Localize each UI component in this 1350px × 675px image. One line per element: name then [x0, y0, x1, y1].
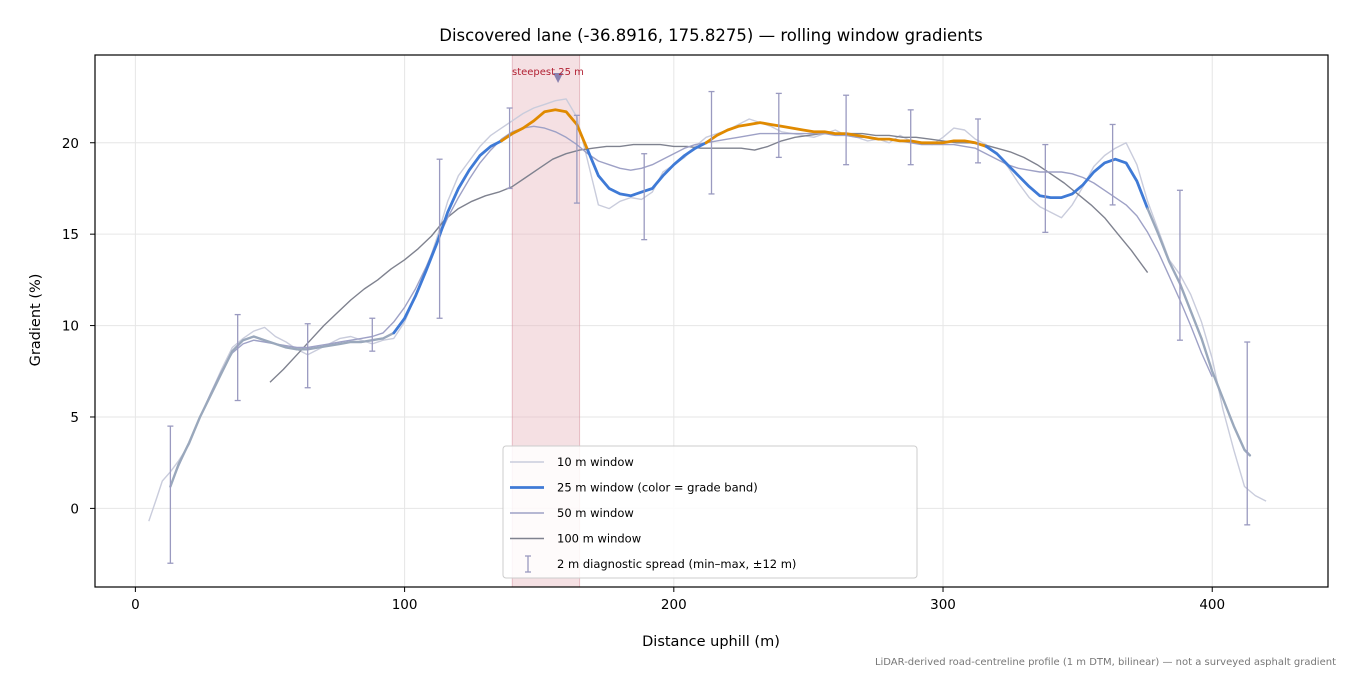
series-25m-segment [1146, 207, 1252, 457]
y-tick-label: 10 [62, 319, 79, 335]
x-tick-label: 300 [930, 597, 956, 613]
x-tick-label: 400 [1199, 597, 1225, 613]
chart-title: Discovered lane (-36.8916, 175.8275) — r… [439, 26, 982, 45]
series-25m-segment [392, 139, 503, 335]
steepest-label: steepest 25 m [512, 67, 584, 78]
y-tick-label: 20 [62, 136, 79, 152]
y-tick-label: 5 [70, 410, 79, 426]
legend-label-w25: 25 m window (color = grade band) [557, 481, 758, 495]
series-50m-line [169, 125, 1213, 487]
x-tick-label: 200 [661, 597, 687, 613]
plot-area: steepest 25 m 0 100 200 300 400 0 5 10 15 20 10 m w… [62, 54, 1329, 613]
legend-label-w100: 100 m window [557, 532, 641, 546]
series-25m-segment [586, 141, 708, 198]
series-25m-segment [500, 108, 590, 152]
axes-frame [94, 54, 1329, 588]
footnote: LiDAR-derived road-centreline profile (1… [875, 657, 1336, 668]
legend-label-w50: 50 m window [557, 506, 634, 520]
y-tick-label: 15 [62, 227, 79, 243]
legend-box [502, 445, 918, 579]
x-tick-label: 0 [131, 597, 140, 613]
series-25m-segment [169, 331, 395, 488]
series-100m-line [269, 132, 1149, 383]
x-axis-label: Distance uphill (m) [642, 634, 780, 650]
steepest-marker [553, 72, 564, 83]
y-axis-label: Gradient (%) [28, 274, 44, 367]
x-tick-label: 100 [392, 597, 418, 613]
y-tick-label: 0 [70, 501, 79, 517]
legend-label-w10: 10 m window [557, 455, 634, 469]
series-25m-segment [984, 145, 1149, 210]
legend-label-err: 2 m diagnostic spread (min–max, ±12 m) [557, 557, 796, 571]
